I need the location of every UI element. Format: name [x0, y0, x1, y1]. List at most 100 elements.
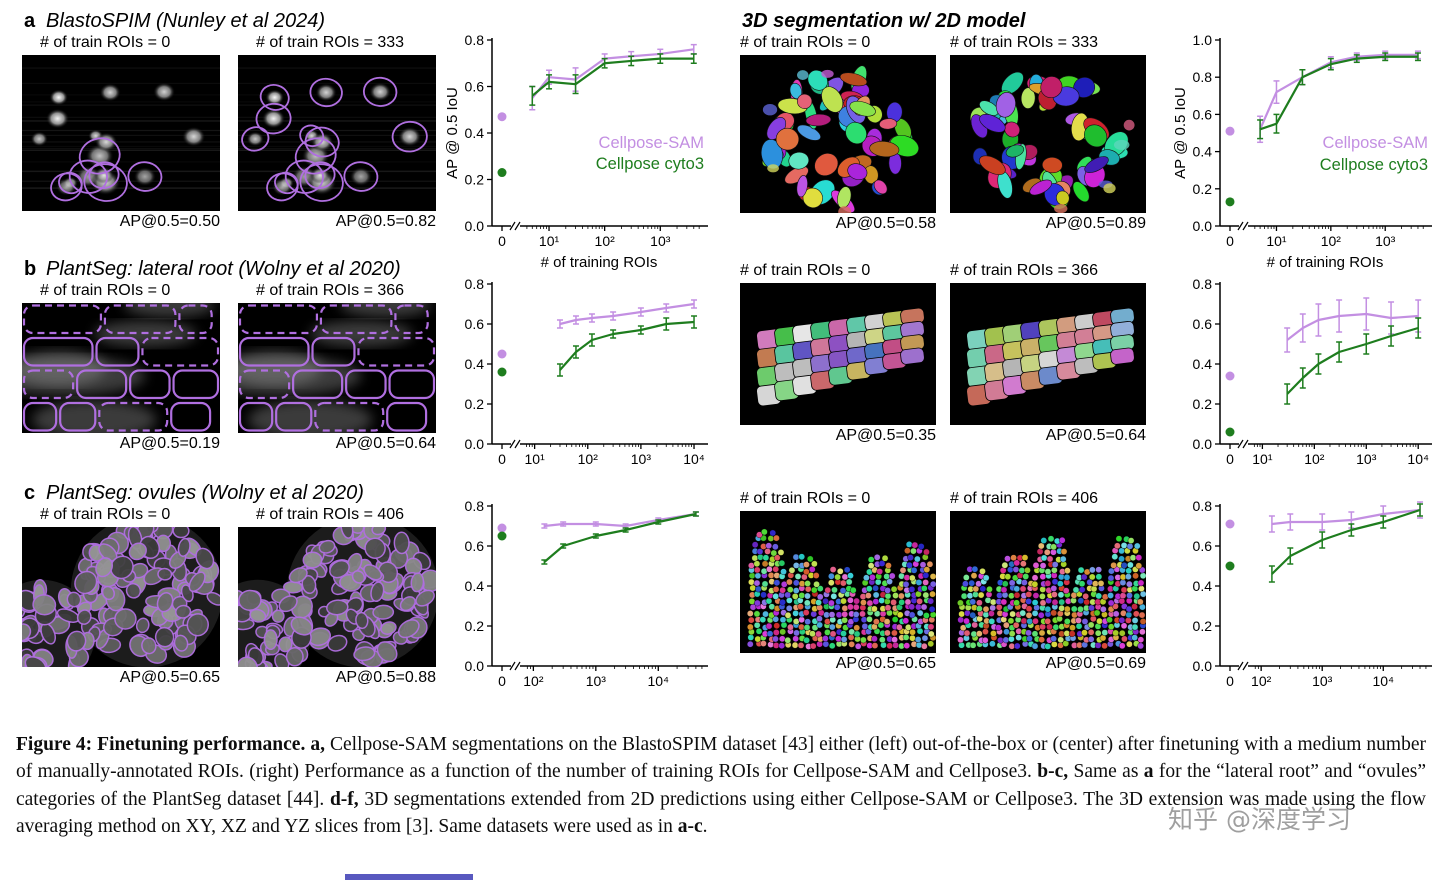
svg-text:0.8: 0.8 — [465, 32, 485, 48]
panel-title-b: PlantSeg: lateral root (Wolny et al 2020… — [46, 258, 401, 280]
svg-text:Cellpose-SAM: Cellpose-SAM — [599, 134, 704, 152]
figure-caption: Figure 4: Finetuning performance. a, Cel… — [16, 731, 1426, 840]
svg-text:10³: 10³ — [650, 233, 671, 249]
chart-a-ap-curve: 0.0 0.2 0.4 0.6 0.8 0 10¹ 10² 10³ Cellpose-SAM Cel… — [444, 30, 716, 274]
svg-text:0.0: 0.0 — [465, 436, 485, 452]
section-header-3d: 3D segmentation w/ 2D model — [742, 10, 1026, 32]
panel-letter-c: c — [24, 482, 36, 504]
svg-text:10³: 10³ — [1375, 233, 1396, 249]
svg-text:10³: 10³ — [1356, 451, 1377, 467]
render-3d-e-1 — [950, 283, 1146, 425]
citation[interactable]: [44] — [286, 788, 320, 810]
micrograph-c-1 — [238, 527, 436, 667]
svg-text:10²: 10² — [578, 451, 599, 467]
svg-text:0.8: 0.8 — [1193, 69, 1213, 85]
citation[interactable]: [3] — [405, 815, 429, 837]
panel-d-image-1: # of train ROIs = 333 AP@0.5=0.89 — [950, 34, 1146, 235]
roi-count-label: # of train ROIs = 406 — [950, 490, 1099, 507]
panel-d-image-0: # of train ROIs = 0 AP@0.5=0.58 — [740, 34, 936, 235]
svg-text:0.6: 0.6 — [465, 316, 485, 332]
roi-count-label: # of train ROIs = 333 — [950, 34, 1099, 51]
caption-text: for the “lateral root” and “ovules” cate… — [16, 761, 1426, 810]
ap-score-label: AP@0.5=0.65 — [835, 655, 936, 672]
svg-text:10¹: 10¹ — [539, 233, 560, 249]
svg-text:Cellpose cyto3: Cellpose cyto3 — [596, 155, 704, 173]
chart-d-ap-curve: 0.0 0.2 0.4 0.6 0.8 1.0 0 10¹ 10² 10³ Cellpose-SAM… — [1172, 30, 1440, 274]
panel-a-image-1: # of train ROIs = 333 AP@0.5=0.82 — [238, 34, 436, 233]
svg-text:10¹: 10¹ — [1252, 451, 1273, 467]
svg-text:0.2: 0.2 — [1193, 396, 1213, 412]
caption-bold-text: d-f, — [329, 788, 359, 810]
svg-text:10⁴: 10⁴ — [1407, 451, 1429, 467]
svg-text:0: 0 — [1226, 233, 1234, 249]
svg-text:0.8: 0.8 — [1193, 276, 1213, 292]
caption-bold-text: a — [1143, 761, 1154, 783]
svg-text:0: 0 — [498, 451, 506, 467]
ap-score-label: AP@0.5=0.58 — [835, 215, 936, 232]
svg-text:0.4: 0.4 — [1193, 578, 1213, 594]
svg-text:Cellpose cyto3: Cellpose cyto3 — [1320, 156, 1428, 174]
render-3d-d-0 — [740, 55, 936, 213]
svg-text:0: 0 — [1226, 451, 1234, 467]
roi-count-label: # of train ROIs = 0 — [40, 282, 171, 299]
svg-text:10²: 10² — [1304, 451, 1325, 467]
svg-text:0.2: 0.2 — [465, 172, 485, 188]
svg-text:0.4: 0.4 — [1193, 356, 1213, 372]
panel-letter-b: b — [24, 258, 37, 280]
micrograph-b-1 — [238, 303, 436, 433]
svg-text:AP @ 0.5 IoU: AP @ 0.5 IoU — [444, 87, 461, 179]
roi-count-label: # of train ROIs = 0 — [740, 262, 871, 279]
citation[interactable]: [43] — [781, 734, 815, 755]
panel-e-image-0: # of train ROIs = 0 AP@0.5=0.35 — [740, 262, 936, 447]
ap-score-label: AP@0.5=0.65 — [119, 669, 220, 686]
panel-b-image-1: # of train ROIs = 366 AP@0.5=0.64 — [238, 282, 436, 455]
roi-count-label: # of train ROIs = 0 — [740, 34, 871, 51]
ap-score-label: AP@0.5=0.88 — [335, 669, 436, 686]
svg-text:0.6: 0.6 — [1193, 106, 1213, 122]
ap-score-label: AP@0.5=0.82 — [335, 213, 436, 230]
svg-text:0.8: 0.8 — [465, 276, 485, 292]
svg-text:10²: 10² — [595, 233, 616, 249]
cutoff-text-artifact — [345, 874, 473, 880]
micrograph-c-0 — [22, 527, 220, 667]
caption-text: either (left) out-of-the-box or (center)… — [16, 734, 1426, 783]
svg-text:0: 0 — [498, 233, 506, 249]
chart-c-ap-curve: 0.0 0.2 0.4 0.6 0.8 0 10² 10³ 10⁴ — [444, 496, 716, 696]
ap-score-label: AP@0.5=0.64 — [1045, 427, 1146, 444]
panel-f-image-0: # of train ROIs = 0 AP@0.5=0.65 — [740, 490, 936, 675]
ap-score-label: AP@0.5=0.35 — [835, 427, 936, 444]
micrograph-a-1 — [238, 55, 436, 211]
svg-text:0.8: 0.8 — [1193, 498, 1213, 514]
svg-text:# of training ROIs: # of training ROIs — [541, 254, 658, 271]
svg-text:0.0: 0.0 — [465, 218, 485, 234]
ap-score-label: AP@0.5=0.64 — [335, 435, 436, 452]
svg-text:0.4: 0.4 — [465, 578, 485, 594]
render-3d-e-0 — [740, 283, 936, 425]
svg-text:10²: 10² — [523, 673, 544, 689]
caption-bold-text: Figure 4: Finetuning performance. — [16, 734, 306, 755]
caption-text: . — [702, 815, 708, 837]
svg-text:0.8: 0.8 — [465, 498, 485, 514]
svg-text:# of training ROIs: # of training ROIs — [1267, 254, 1384, 271]
svg-text:0.2: 0.2 — [465, 396, 485, 412]
caption-text: 3D segmentations extended from 2D predic… — [16, 788, 1427, 837]
svg-text:10³: 10³ — [1312, 673, 1333, 689]
svg-text:10¹: 10¹ — [1266, 233, 1287, 249]
roi-count-label: # of train ROIs = 0 — [40, 34, 171, 51]
caption-text: Same as — [1068, 761, 1144, 783]
svg-text:1.0: 1.0 — [1193, 32, 1213, 48]
panel-letter-a: a — [24, 10, 36, 32]
svg-text:0.0: 0.0 — [1193, 436, 1213, 452]
roi-count-label: # of train ROIs = 0 — [40, 506, 171, 523]
roi-count-label: # of train ROIs = 406 — [256, 506, 405, 523]
svg-text:0.2: 0.2 — [1193, 618, 1213, 634]
svg-text:10³: 10³ — [586, 673, 607, 689]
svg-text:AP @ 0.5 IoU: AP @ 0.5 IoU — [1172, 87, 1189, 179]
svg-text:0.0: 0.0 — [1193, 658, 1213, 674]
svg-text:0.4: 0.4 — [1193, 144, 1213, 160]
svg-text:0.0: 0.0 — [465, 658, 485, 674]
roi-count-label: # of train ROIs = 366 — [950, 262, 1099, 279]
svg-text:10²: 10² — [1321, 233, 1342, 249]
caption-bold-text: b-c, — [1037, 761, 1069, 783]
